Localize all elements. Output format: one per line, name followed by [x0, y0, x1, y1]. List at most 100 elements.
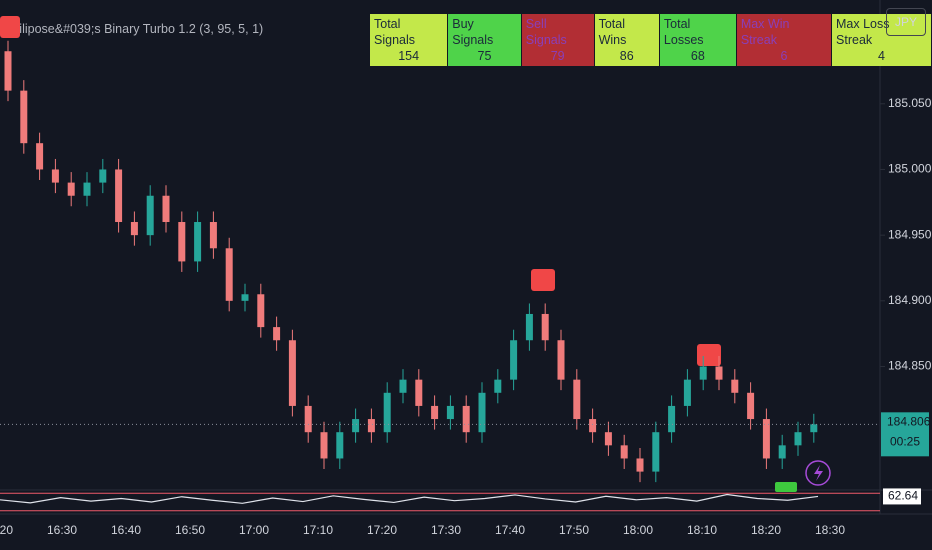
time-tick-label: 17:50 — [559, 523, 589, 537]
stat-label: Sell Signals — [525, 17, 567, 47]
stats-table: Total Signals 154 Buy Signals 75 Sell Signal… — [370, 14, 932, 66]
symbol-button[interactable]: JPY — [886, 8, 926, 36]
candle-body — [699, 366, 707, 380]
time-tick-label: 18:30 — [815, 523, 845, 537]
candle-body — [778, 445, 786, 459]
stat-cell: Sell Signals 79 — [521, 14, 595, 66]
candle-body — [162, 195, 170, 223]
price-tick-label: 184.850 — [888, 359, 932, 373]
candle-body — [715, 366, 723, 380]
candle-body — [304, 405, 312, 433]
time-tick-label: 17:00 — [239, 523, 269, 537]
oscillator-value-box — [883, 488, 921, 505]
stat-cell: Buy Signals 75 — [448, 14, 522, 66]
stat-cell: Total Losses 68 — [659, 14, 737, 66]
stat-label: Max Loss Streak — [836, 17, 890, 47]
candle-body — [146, 195, 154, 236]
candle-body — [747, 392, 755, 420]
buy-signal-marker — [775, 482, 797, 492]
sell-signal-marker — [697, 344, 721, 366]
candle-body — [573, 379, 581, 420]
candle-body — [83, 182, 91, 196]
candle-body — [604, 432, 612, 446]
candle-body — [446, 405, 454, 420]
time-tick-label: 17:10 — [303, 523, 333, 537]
candle-body — [241, 294, 249, 301]
stat-label: Total Signals — [374, 17, 415, 47]
candle-body — [510, 340, 518, 380]
countdown: 00:25 — [890, 434, 920, 448]
time-tick-label: 16:50 — [175, 523, 205, 537]
candle-body — [273, 327, 281, 341]
candle-body — [683, 379, 691, 406]
candle-body — [209, 222, 217, 249]
candle-body — [589, 419, 597, 433]
candle-body — [557, 340, 565, 380]
candle-body — [51, 169, 59, 183]
candle-body — [257, 294, 265, 328]
candle-body — [478, 392, 486, 433]
candle-body — [288, 340, 296, 406]
candle-body — [130, 222, 138, 236]
stat-cell: Total Wins 86 — [594, 14, 660, 66]
candle-body — [336, 432, 344, 459]
candle-body — [731, 379, 739, 393]
stat-value: 68 — [690, 49, 705, 63]
stat-cell: Max Win Streak 6 — [736, 14, 833, 66]
stat-value: 4 — [878, 49, 885, 63]
sell-signal-marker — [531, 269, 555, 291]
last-price-box — [881, 412, 929, 457]
candle-body — [810, 424, 818, 433]
stat-value: 6 — [780, 49, 788, 63]
candle-body — [620, 445, 628, 459]
candle-body — [415, 379, 423, 406]
candle-body — [320, 432, 328, 459]
stat-value: 86 — [619, 49, 634, 63]
candle-body — [194, 222, 202, 262]
candle-body — [794, 432, 802, 446]
alert-icon-bolt — [814, 465, 823, 481]
candle-body — [762, 419, 770, 459]
time-tick-label: 17:20 — [367, 523, 397, 537]
candle-body — [652, 432, 660, 472]
stat-value: 154 — [398, 49, 420, 63]
candle-body — [352, 419, 360, 433]
candle-body — [225, 248, 233, 301]
candle-body — [36, 143, 44, 170]
candle-body — [541, 313, 549, 341]
candle-body — [431, 405, 439, 420]
time-tick-label: 18:00 — [623, 523, 653, 537]
candle-body — [115, 169, 123, 223]
candle-body — [4, 51, 12, 91]
candle-body — [668, 405, 676, 433]
oscillator-value-label: 62.64 — [888, 489, 918, 503]
time-tick-label: 17:30 — [431, 523, 461, 537]
time-tick-label: 16:20 — [0, 523, 13, 537]
time-tick-label: 18:10 — [687, 523, 717, 537]
stat-label: Total Losses — [663, 17, 704, 47]
stat-value: 79 — [550, 49, 565, 63]
candle-body — [383, 392, 391, 433]
price-tick-label: 185.050 — [888, 96, 932, 110]
candle-body — [462, 405, 470, 433]
candle-body — [367, 419, 375, 433]
price-tick-label: 185.000 — [888, 162, 932, 176]
time-tick-label: 16:40 — [111, 523, 141, 537]
indicator-title: Philipose&#039;s Binary Turbo 1.2 (3, 95… — [4, 22, 264, 36]
last-price-label: 184.806 — [887, 414, 931, 428]
time-tick-label: 16:30 — [47, 523, 77, 537]
candle-body — [67, 182, 75, 196]
stat-label: Max Win Streak — [740, 17, 790, 47]
sell-signal-marker — [0, 16, 20, 38]
time-tick-label: 17:40 — [495, 523, 525, 537]
price-tick-label: 184.900 — [888, 293, 932, 307]
stat-cell: Total Signals 154 — [370, 14, 449, 66]
alert-icon[interactable] — [805, 460, 831, 486]
price-tick-label: 184.950 — [888, 227, 932, 241]
candle-body — [178, 222, 186, 262]
time-tick-label: 18:20 — [751, 523, 781, 537]
stat-value: 75 — [477, 49, 492, 63]
candle-body — [20, 90, 28, 144]
